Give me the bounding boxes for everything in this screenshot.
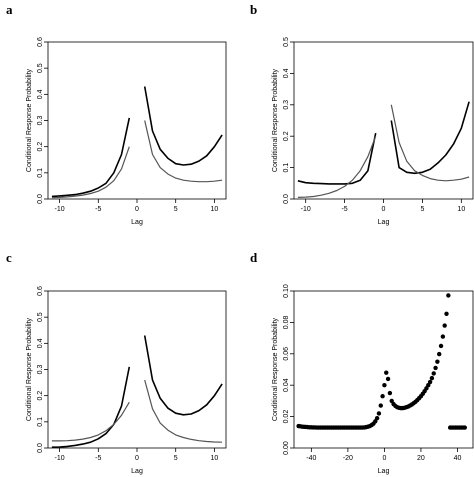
x-tick-label: 40 — [454, 455, 462, 462]
data-point — [429, 375, 435, 381]
series-line-gray-negative-lags — [51, 146, 130, 199]
y-tick-label: 0.5 — [37, 312, 44, 322]
y-tick-label: 0.5 — [37, 63, 44, 73]
data-point — [387, 390, 393, 396]
y-tick-label: 0.2 — [37, 142, 44, 152]
series-line-gray-negative-lags — [297, 135, 377, 198]
x-axis-title: Lag — [378, 468, 390, 475]
data-point — [427, 379, 433, 385]
y-tick-label: 0.5 — [283, 37, 290, 47]
series-line-gray-positive-lags — [390, 104, 470, 182]
plot-frame — [47, 41, 227, 200]
y-tick-label: 0.1 — [283, 163, 290, 173]
series-line-gray-positive-lags — [144, 379, 223, 443]
data-point — [384, 370, 389, 375]
x-tick-label: 10 — [210, 206, 218, 213]
y-tick-label: 0.6 — [37, 37, 44, 47]
y-tick-label: 0.1 — [37, 168, 44, 178]
x-tick-label: 0 — [382, 455, 386, 462]
y-axis-title: Conditional Response Probability — [26, 68, 33, 172]
chart-panel-a: -10 -5 0 5 10 0.0 0.1 0.2 0.3 0.4 0.5 0.6 Lag Conditi… — [26, 37, 227, 226]
y-tick-label: 0.4 — [283, 68, 290, 78]
x-tick-label: -5 — [95, 206, 101, 213]
y-tick-label: 0.10 — [283, 284, 290, 298]
x-tick-label: -20 — [343, 455, 353, 462]
x-tick-label: -10 — [55, 455, 65, 462]
data-point — [437, 351, 442, 357]
x-tick-label: -10 — [55, 206, 65, 213]
data-point — [438, 343, 444, 349]
data-point — [380, 393, 385, 399]
y-axis-title: Conditional Response Probability — [272, 68, 279, 172]
x-axis-title: Lag — [378, 219, 390, 226]
panel-letter-b: b — [250, 2, 257, 17]
series-line-dark-positive-lags — [390, 101, 470, 175]
data-point — [382, 383, 387, 388]
plot-frame — [293, 41, 474, 200]
x-tick-label: -5 — [341, 206, 347, 213]
x-tick-label: 5 — [420, 206, 424, 213]
y-tick-label: 0.08 — [283, 315, 290, 329]
x-tick-label: 0 — [135, 206, 139, 213]
series-line-gray-positive-lags — [144, 120, 223, 183]
x-tick-label: -5 — [95, 455, 101, 462]
y-tick-label: 0.0 — [37, 443, 44, 453]
x-tick-label: 10 — [210, 455, 218, 462]
x-tick-label: 5 — [174, 206, 178, 213]
x-tick-label: 0 — [382, 206, 386, 213]
y-tick-label: 0.2 — [283, 131, 290, 141]
data-point — [435, 359, 440, 364]
x-tick-label: 10 — [457, 206, 465, 213]
data-point — [376, 411, 382, 416]
x-tick-label: -40 — [306, 455, 316, 462]
y-tick-label: 0.6 — [37, 286, 44, 296]
x-tick-label: 5 — [174, 455, 178, 462]
data-point — [446, 293, 451, 298]
y-tick-label: 0.4 — [37, 89, 44, 99]
series-line-dark-negative-lags — [297, 132, 377, 185]
x-tick-label: 20 — [417, 455, 425, 462]
x-axis-title: Lag — [131, 468, 143, 475]
x-tick-label: -10 — [301, 206, 311, 213]
y-tick-label: 0.00 — [283, 441, 290, 455]
data-point — [462, 425, 467, 430]
y-tick-label: 0.3 — [37, 116, 44, 126]
y-tick-label: 0.0 — [37, 194, 44, 204]
data-point — [442, 323, 447, 328]
series-line-dark-positive-lags — [143, 335, 223, 416]
y-tick-label: 0.4 — [37, 338, 44, 348]
series-line-dark-negative-lags — [51, 117, 131, 198]
panel-letter-a: a — [6, 2, 13, 17]
y-tick-label: 0.02 — [283, 410, 290, 424]
series-line-gray-negative-lags — [51, 401, 130, 442]
y-tick-label: 0.06 — [283, 347, 290, 361]
panel-letter-d: d — [250, 250, 258, 265]
plot-frame — [47, 290, 227, 449]
plot-frame — [293, 290, 474, 449]
data-point — [433, 365, 438, 371]
chart-panel-c: -10 -5 0 5 10 0.0 0.1 0.2 0.3 0.4 0.5 0.6 Lag Conditi… — [26, 286, 227, 475]
y-tick-label: 0.2 — [37, 391, 44, 401]
y-tick-label: 0.3 — [37, 365, 44, 375]
data-point — [378, 403, 383, 408]
chart-panel-d: -40 -20 0 20 40 0.00 0.02 0.04 0.06 0.08 0.10 Lag Co… — [272, 284, 474, 475]
y-axis-title: Conditional Response Probability — [272, 317, 279, 421]
y-axis-title: Conditional Response Probability — [26, 317, 33, 421]
data-point — [444, 311, 449, 316]
y-tick-label: 0.3 — [283, 100, 290, 110]
chart-panel-b: -10 -5 0 5 10 0.0 0.1 0.2 0.3 0.4 0.5 Lag Conditiona… — [272, 37, 474, 226]
x-tick-label: 0 — [135, 455, 139, 462]
y-tick-label: 0.04 — [283, 378, 290, 392]
data-point — [440, 334, 446, 339]
x-axis-title: Lag — [131, 219, 143, 226]
series-line-dark-negative-lags — [51, 366, 131, 448]
data-point — [431, 371, 436, 376]
y-tick-label: 0.1 — [37, 417, 44, 427]
data-point — [385, 376, 391, 382]
data-point — [374, 415, 380, 421]
y-tick-label: 0.0 — [283, 194, 290, 204]
series-line-dark-positive-lags — [143, 86, 223, 166]
panel-letter-c: c — [6, 250, 12, 265]
